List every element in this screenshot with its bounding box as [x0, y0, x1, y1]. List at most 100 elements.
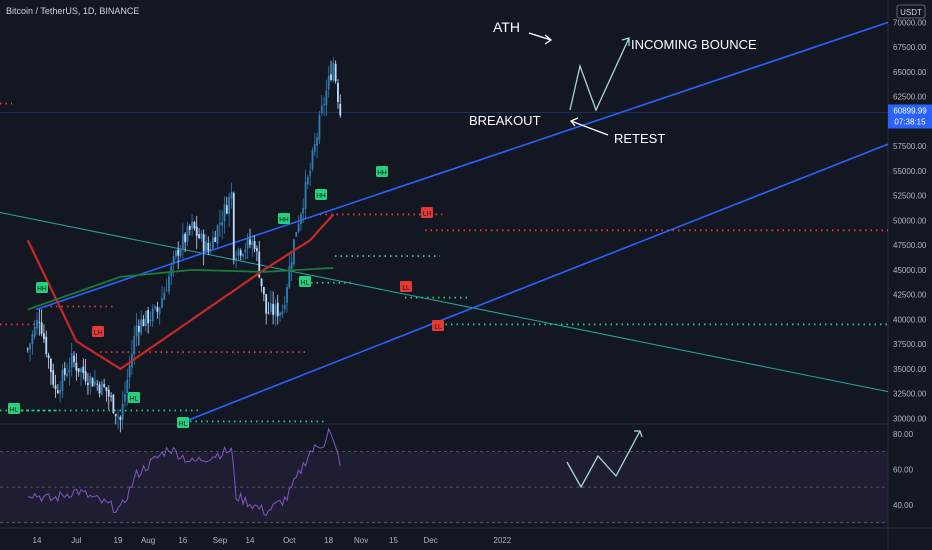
- candle-body: [103, 384, 106, 387]
- moving-averages: [26, 213, 341, 517]
- time-tick-label: Nov: [354, 536, 368, 545]
- pivot-label-box: [92, 326, 104, 337]
- price-tick-label: 47500.00: [893, 241, 927, 250]
- candle-body: [207, 242, 210, 251]
- ath-label: ATH: [493, 19, 520, 35]
- time-axis[interactable]: 14 Jul 19 Aug 16 Sep 14 Oct 18 Nov 15 Dec 2022: [33, 536, 512, 545]
- candle-body: [126, 379, 129, 393]
- annotation-arrows: [528, 32, 643, 489]
- time-tick-label: 14: [246, 536, 255, 545]
- candle-body: [256, 248, 258, 252]
- candle-body: [112, 394, 115, 413]
- bounce-projection: [569, 37, 630, 112]
- rsi-line: [27, 427, 341, 517]
- candle-body: [66, 373, 68, 377]
- price-tick-label: 57500.00: [893, 142, 927, 151]
- candle-body: [325, 90, 328, 106]
- candle-body: [77, 368, 80, 372]
- candle-body: [320, 105, 323, 113]
- candle-body: [91, 378, 94, 387]
- candle-body: [249, 239, 251, 245]
- ma-green-line: [27, 267, 334, 311]
- candle-body: [272, 303, 275, 315]
- candle-body: [297, 223, 300, 232]
- candle-body: [223, 204, 226, 221]
- time-tick-label: 16: [178, 536, 187, 545]
- candle-body: [221, 222, 224, 226]
- candle-body: [124, 394, 126, 402]
- candle-body: [216, 225, 219, 245]
- candle-body: [260, 278, 263, 287]
- rsi-axis[interactable]: 80.00 60.00 40.00: [893, 430, 914, 510]
- candle-body: [54, 385, 57, 389]
- candle-body: [121, 403, 124, 420]
- candle-body: [302, 208, 305, 214]
- candle-body: [258, 251, 261, 278]
- candle-body: [300, 213, 302, 224]
- rsi-tick-label: 60.00: [893, 465, 914, 474]
- time-tick-label: 14: [33, 536, 42, 545]
- candle-body: [253, 241, 256, 250]
- candle-body: [262, 287, 265, 295]
- pivot-label-text: HL: [179, 421, 188, 428]
- candle-body: [290, 261, 293, 269]
- pivot-label-box: [278, 213, 290, 224]
- candle-body: [144, 311, 147, 326]
- candle-body: [158, 307, 161, 315]
- candle-body: [239, 250, 242, 256]
- pivot-label-box: [8, 403, 20, 414]
- candle-body: [304, 182, 307, 209]
- candle-body: [198, 234, 200, 238]
- candle-body: [47, 355, 50, 359]
- pivot-label-text: HL: [130, 396, 139, 403]
- candle-body: [177, 249, 180, 256]
- candle-body: [142, 319, 145, 327]
- breakout-label: BREAKOUT: [469, 113, 541, 128]
- pivot-label-box: [432, 320, 444, 331]
- retest-arrow-head: [569, 117, 579, 127]
- candle-body: [29, 343, 31, 350]
- candle-body: [202, 234, 205, 252]
- candle-body: [246, 238, 249, 249]
- pivot-label-text: LH: [94, 330, 103, 337]
- candle-body: [232, 193, 235, 260]
- price-tick-label: 37500.00: [893, 340, 927, 349]
- candle-body: [237, 248, 240, 256]
- price-tick-label: 30000.00: [893, 414, 927, 423]
- candle-body: [137, 325, 140, 332]
- time-tick-label: Oct: [283, 536, 296, 545]
- candle-body: [323, 104, 325, 106]
- time-tick-label: Sep: [213, 536, 228, 545]
- candle-body: [107, 389, 110, 397]
- candle-body: [93, 381, 96, 385]
- candle-body: [98, 384, 101, 394]
- price-tick-label: 42500.00: [893, 291, 927, 300]
- candle-body: [283, 304, 286, 310]
- candle-body: [168, 276, 170, 292]
- candle-body: [161, 298, 163, 308]
- retest-label: RETEST: [614, 131, 665, 146]
- candle-body: [251, 241, 254, 246]
- candle-body: [87, 382, 89, 385]
- price-tick-label: 62500.00: [893, 93, 927, 102]
- candle-body: [154, 306, 156, 309]
- candle-body: [279, 312, 281, 316]
- candle-body: [228, 197, 231, 215]
- symbol-title[interactable]: Bitcoin / TetherUS, 1D, BINANCE: [6, 6, 139, 16]
- candle-body: [309, 170, 312, 176]
- time-tick-label: 18: [324, 536, 333, 545]
- time-tick-label: 15: [389, 536, 398, 545]
- candle-body: [114, 414, 117, 416]
- candle-body: [295, 232, 298, 237]
- candle-body: [188, 226, 191, 230]
- candle-body: [151, 308, 154, 322]
- pivot-label-box: [177, 417, 189, 428]
- candle-body: [330, 74, 332, 80]
- candle-body: [26, 348, 29, 350]
- candle-body: [313, 144, 316, 152]
- price-tick-label: 35000.00: [893, 365, 927, 374]
- currency-label: USDT: [900, 8, 922, 17]
- currency-badge[interactable]: [896, 4, 926, 19]
- time-tick-label: Aug: [141, 536, 155, 545]
